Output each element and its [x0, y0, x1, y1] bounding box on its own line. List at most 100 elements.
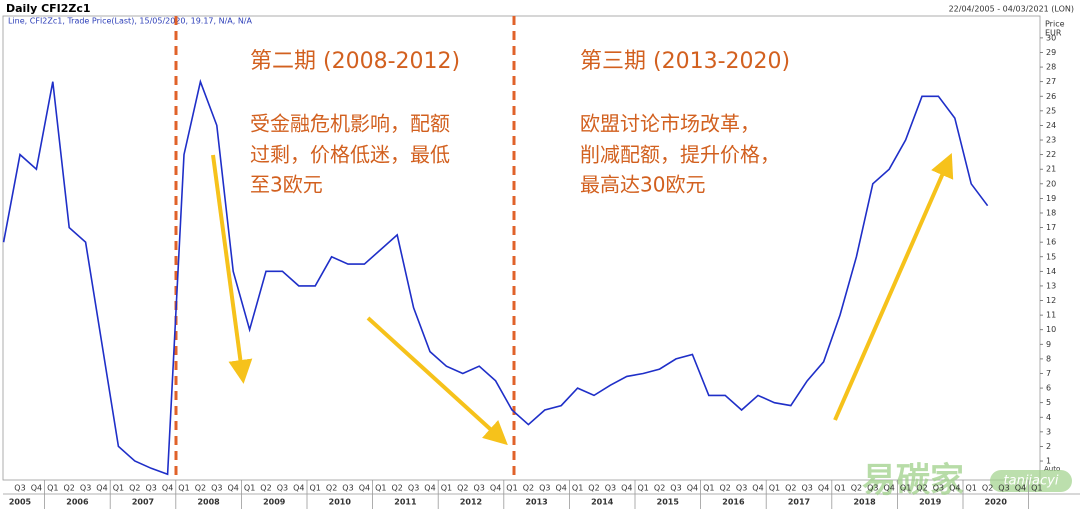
y-tick-label: 22	[1046, 150, 1056, 159]
x-tick-label: Q2	[851, 484, 862, 493]
annotation-text: 至3欧元	[250, 173, 323, 197]
x-tick-label: Q3	[802, 484, 813, 493]
x-tick-label: Q2	[64, 484, 75, 493]
annotation-text: 过剩，价格低迷，最低	[250, 143, 450, 167]
year-label: 2016	[722, 498, 745, 507]
x-tick-label: Q4	[818, 484, 829, 493]
x-tick-label: Q1	[310, 484, 321, 493]
x-tick-label: Q2	[195, 484, 206, 493]
y-tick-label: 30	[1046, 33, 1056, 42]
arrow	[211, 154, 253, 384]
subtitle: Line, CFI2Zc1, Trade Price(Last), 15/05/…	[8, 17, 253, 26]
y-tick-label: 12	[1046, 296, 1056, 305]
x-tick-label: Q3	[670, 484, 681, 493]
watermark: tanjiacyi	[1004, 474, 1059, 489]
year-label: 2020	[985, 498, 1008, 507]
x-tick-label: Q3	[14, 484, 25, 493]
arrows	[211, 153, 954, 446]
x-tick-label: Q2	[654, 484, 665, 493]
x-tick-label: Q2	[588, 484, 599, 493]
watermark-badge	[990, 470, 1072, 492]
x-tick-label: Q4	[490, 484, 501, 493]
year-label: 2012	[460, 498, 482, 507]
x-tick-label: Q3	[277, 484, 288, 493]
x-tick-label: Q3	[80, 484, 91, 493]
annotation-text: 最高达30欧元	[580, 173, 705, 197]
y-tick-label: 24	[1046, 121, 1056, 130]
x-tick-label: Q1	[441, 484, 452, 493]
y-tick-label: 25	[1046, 106, 1056, 115]
y-tick-label: 6	[1046, 384, 1051, 393]
y-tick-label: 28	[1046, 63, 1056, 72]
chart-title: Daily CFI2Zc1	[6, 2, 91, 15]
scale-mode: Auto	[1044, 465, 1060, 473]
y-tick-label: 29	[1046, 48, 1056, 57]
y-axis-label: Price	[1045, 20, 1065, 29]
y-tick-label: 4	[1046, 413, 1051, 422]
y-tick-label: 27	[1046, 77, 1056, 86]
y-tick-label: 8	[1046, 354, 1051, 363]
arrow	[833, 153, 954, 421]
x-tick-label: Q1	[113, 484, 124, 493]
x-tick-label: Q1	[244, 484, 255, 493]
plot-frame	[2, 15, 1041, 481]
y-tick-label: 26	[1046, 92, 1056, 101]
x-tick-label: Q4	[949, 484, 960, 493]
y-tick-label: 1	[1046, 457, 1051, 466]
year-label: 2008	[197, 498, 220, 507]
x-tick-label: Q2	[326, 484, 337, 493]
x-tick-label: Q2	[916, 484, 927, 493]
x-tick-label: Q4	[359, 484, 370, 493]
y-tick-label: 19	[1046, 194, 1056, 203]
x-tick-label: Q1	[506, 484, 517, 493]
year-label: 2007	[132, 498, 154, 507]
date-range: 22/04/2005 - 04/03/2021 (LON)	[949, 5, 1074, 14]
x-tick-label: Q2	[392, 484, 403, 493]
x-tick-label: Q3	[342, 484, 353, 493]
year-label: 2017	[788, 498, 810, 507]
x-tick-label: Q3	[539, 484, 550, 493]
x-tick-label: Q1	[178, 484, 189, 493]
y-tick-label: 21	[1046, 165, 1056, 174]
year-label: 2010	[329, 498, 352, 507]
y-tick-label: 3	[1046, 427, 1051, 436]
x-tick-label: Q1	[834, 484, 845, 493]
y-tick-label: 20	[1046, 179, 1056, 188]
year-label: 2006	[66, 498, 89, 507]
year-label: 2018	[853, 498, 876, 507]
x-tick-label: Q4	[31, 484, 42, 493]
x-tick-label: Q3	[605, 484, 616, 493]
annotation-text: 削减配额，提升价格，	[580, 143, 780, 167]
year-label: 2011	[394, 498, 417, 507]
y-tick-label: 10	[1046, 325, 1056, 334]
y-tick-label: 13	[1046, 281, 1056, 290]
year-label: 2005	[9, 498, 32, 507]
x-tick-label: Q1	[47, 484, 58, 493]
x-tick-label: Q4	[228, 484, 239, 493]
year-label: 2009	[263, 498, 286, 507]
year-label: 2019	[919, 498, 942, 507]
x-tick-label: Q1	[1031, 484, 1042, 493]
x-tick-label: Q1	[966, 484, 977, 493]
x-tick-label: Q1	[375, 484, 386, 493]
x-tick-label: Q3	[736, 484, 747, 493]
annotation-text: 欧盟讨论市场改革，	[580, 112, 760, 136]
x-tick-label: Q4	[96, 484, 107, 493]
y-tick-label: 7	[1046, 369, 1051, 378]
x-tick-label: Q2	[523, 484, 534, 493]
year-label: 2014	[591, 498, 614, 507]
x-tick-label: Q4	[556, 484, 567, 493]
x-tick-label: Q4	[293, 484, 304, 493]
x-tick-label: Q3	[211, 484, 222, 493]
price-line	[2, 78, 989, 476]
x-tick-label: Q3	[933, 484, 944, 493]
x-tick-label: Q4	[621, 484, 632, 493]
annotation-title: 第二期 (2008-2012)	[250, 49, 460, 74]
x-tick-label: Q4	[687, 484, 698, 493]
y-tick-label: 2	[1046, 442, 1051, 451]
annotation-title: 第三期 (2013-2020)	[580, 49, 790, 74]
x-tick-label: Q4	[884, 484, 895, 493]
x-tick-label: Q1	[900, 484, 911, 493]
x-tick-label: Q3	[867, 484, 878, 493]
